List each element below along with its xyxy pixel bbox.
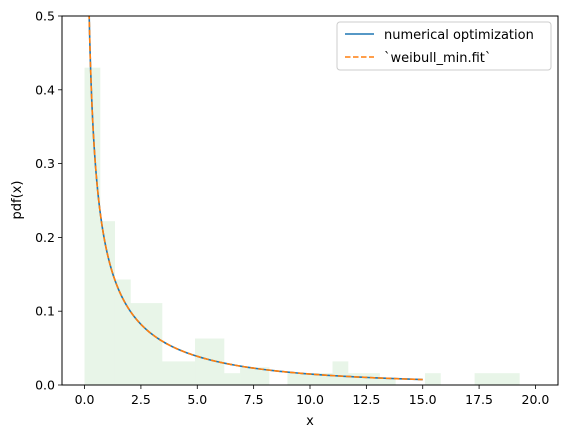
histogram-bar-2 [114, 279, 131, 385]
series-line-weibull-min-fit [88, 16, 423, 381]
histogram-bar-10 [348, 373, 380, 385]
y-tick-label: 0.4 [35, 82, 55, 97]
legend-label-weibull-min-fit: `weibull_min.fit` [384, 51, 491, 66]
plot-frame [61, 15, 559, 386]
x-tick-label: 2.5 [131, 392, 151, 407]
histogram-bar-12 [424, 373, 441, 385]
histogram [84, 67, 520, 385]
x-tick-label: 5.0 [187, 392, 207, 407]
curves [88, 16, 423, 381]
y-tick-label: 0.5 [35, 9, 55, 24]
legend-box [336, 21, 552, 71]
legend-label-numerical-optimization: numerical optimization [384, 28, 534, 43]
histogram-bar-3 [130, 303, 163, 385]
x-axis-label: x [306, 414, 314, 429]
y-tick-label: 0.2 [35, 230, 55, 245]
x-axis-ticks: 0.0 2.5 5.0 7.5 10.0 12.5 15.0 17.5 20.0 [75, 385, 550, 407]
plot-background [62, 16, 558, 385]
legend: numerical optimization `weibull_min.fit` [336, 21, 552, 71]
y-tick-label: 0.1 [35, 304, 55, 319]
y-tick-label: 0.3 [35, 156, 55, 171]
histogram-bar-8 [287, 373, 333, 385]
x-tick-label: 0.0 [75, 392, 95, 407]
x-tick-label: 20.0 [522, 392, 550, 407]
x-tick-label: 15.0 [409, 392, 437, 407]
histogram-bar-7 [240, 367, 270, 385]
histogram-bar-11 [379, 379, 396, 385]
histogram-bar-6 [224, 373, 241, 385]
y-axis-ticks: 0.0 0.1 0.2 0.3 0.4 0.5 [35, 9, 62, 393]
histogram-bar-13 [474, 373, 520, 385]
y-axis-label: pdf(x) [10, 181, 25, 220]
histogram-bar-9 [332, 361, 349, 385]
y-tick-label: 0.0 [35, 378, 55, 393]
histogram-bar-1 [100, 221, 115, 385]
x-tick-label: 7.5 [244, 392, 264, 407]
histogram-bar-4 [162, 361, 196, 385]
x-tick-label: 10.0 [296, 392, 324, 407]
x-tick-label: 12.5 [352, 392, 380, 407]
x-tick-label: 17.5 [465, 392, 493, 407]
histogram-bar-0 [84, 67, 101, 385]
